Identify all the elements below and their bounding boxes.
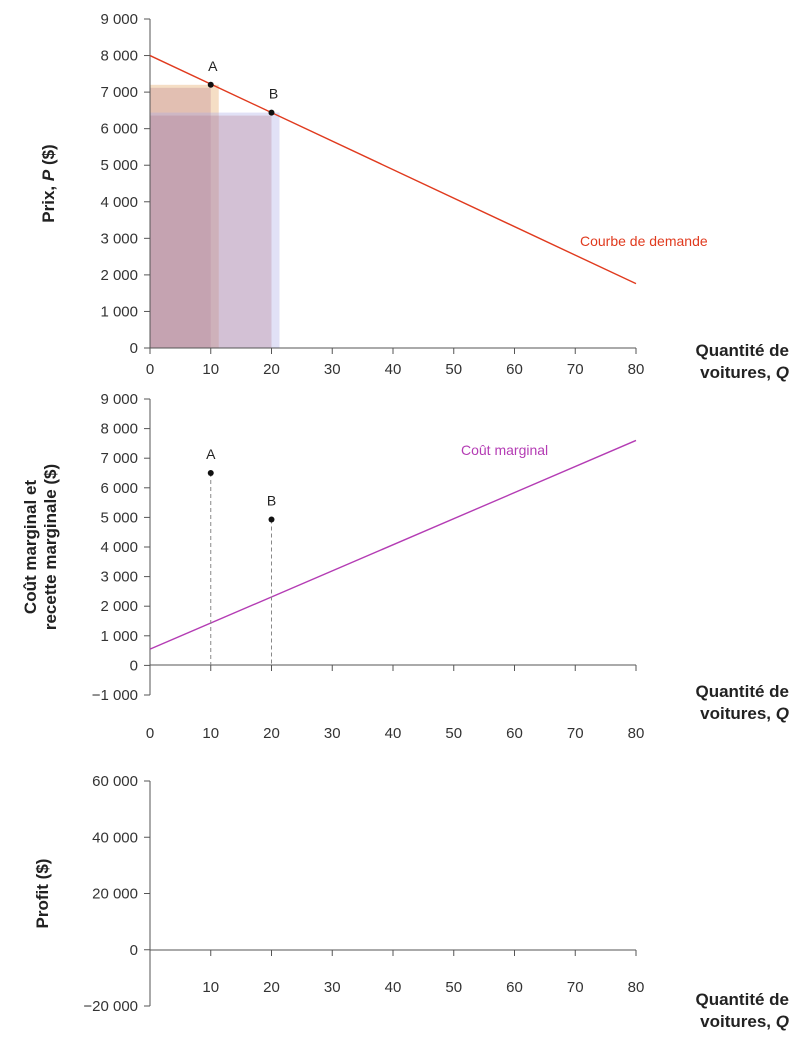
y-tick-label: 7 000 — [100, 450, 138, 467]
marginal-cost-label: Coût marginal — [461, 442, 548, 458]
y-tick-label: 5 000 — [100, 157, 138, 174]
y-axis-label-part: Prix, — [39, 181, 58, 223]
y-tick-label: 2 000 — [100, 267, 138, 284]
x-tick-label: 20 — [263, 979, 280, 996]
y-tick-label: −20 000 — [83, 998, 138, 1015]
x-axis-label: Quantité de — [695, 990, 789, 1009]
y-tick-label: 5 000 — [100, 509, 138, 526]
y-tick-label: 0 — [130, 340, 138, 357]
y-axis-label-part: ($) — [39, 144, 58, 170]
x-axis-label: Quantité de — [695, 682, 789, 701]
y-tick-label: 9 000 — [100, 11, 138, 28]
y-tick-label: 4 000 — [100, 194, 138, 211]
y-tick-label: 4 000 — [100, 539, 138, 556]
y-tick-label: 9 000 — [100, 391, 138, 408]
x-tick-label: 80 — [628, 979, 645, 996]
x-tick-label: 50 — [445, 725, 462, 742]
x-axis-label-part: voitures, — [700, 1012, 776, 1031]
x-tick-label: 70 — [567, 979, 584, 996]
y-tick-label: 3 000 — [100, 569, 138, 586]
x-tick-label: 60 — [506, 361, 523, 378]
y-tick-label: 0 — [130, 657, 138, 674]
revenue-rect-shadow — [150, 84, 219, 349]
y-axis-label: Profit ($) — [33, 859, 52, 929]
panel-1: 0 1 000 2 000 3 000 4 000 5 000 6 000 7 000 8 00… — [39, 11, 789, 382]
demand-curve-label: Courbe de demande — [580, 233, 708, 249]
x-axis-label-part: Q — [776, 1012, 789, 1031]
point-label: B — [269, 86, 278, 102]
x-axis-label-part: Q — [776, 704, 789, 723]
series-line — [149, 54, 637, 285]
x-tick-label: 30 — [324, 979, 341, 996]
y-tick-label: 6 000 — [100, 121, 138, 138]
x-tick-label: 80 — [628, 725, 645, 742]
revenue-rect — [150, 115, 272, 349]
x-tick-label: 0 — [146, 361, 154, 378]
x-axis-label: voitures, Q — [700, 363, 789, 382]
x-tick-label: 20 — [263, 725, 280, 742]
x-tick-label: 10 — [202, 361, 219, 378]
x-axis-label-part: Quantité de — [695, 990, 789, 1009]
x-axis-label: voitures, Q — [700, 704, 789, 723]
point-a — [207, 470, 214, 476]
y-tick-label: 0 — [130, 942, 138, 959]
x-tick-label: 40 — [385, 979, 402, 996]
y-tick-label: 20 000 — [92, 886, 138, 903]
x-tick-label: 70 — [567, 725, 584, 742]
x-axis-label-part: Q — [776, 363, 789, 382]
x-tick-label: 40 — [385, 361, 402, 378]
y-tick-label: 60 000 — [92, 773, 138, 790]
x-axis-label: Quantité de — [695, 341, 789, 360]
panel-2: −1 000 0 1 000 2 000 3 000 4 000 5 000 6 000 7 0… — [21, 391, 789, 742]
revenue-rect-shadow — [150, 112, 280, 349]
y-axis-label: Prix, P ($) — [39, 144, 58, 222]
x-tick-label: 60 — [506, 979, 523, 996]
x-tick-label: 10 — [202, 979, 219, 996]
x-axis-label-part: Quantité de — [695, 341, 789, 360]
point-b — [268, 109, 275, 116]
point-label: A — [208, 58, 218, 74]
x-tick-label: 0 — [146, 725, 154, 742]
x-tick-label: 20 — [263, 361, 280, 378]
y-tick-label: 40 000 — [92, 829, 138, 846]
x-axis-label-part: voitures, — [700, 363, 776, 382]
y-axis-label-line: recette marginale ($) — [41, 464, 60, 630]
x-tick-label: 60 — [506, 725, 523, 742]
y-tick-label: 6 000 — [100, 480, 138, 497]
x-tick-label: 30 — [324, 361, 341, 378]
point-b — [268, 516, 275, 523]
x-tick-label: 50 — [445, 361, 462, 378]
x-tick-label: 30 — [324, 725, 341, 742]
point-label: A — [206, 446, 216, 462]
x-tick-label: 10 — [202, 725, 219, 742]
x-axis-label: voitures, Q — [700, 1012, 789, 1031]
y-tick-label: 8 000 — [100, 421, 138, 438]
point-label: B — [267, 492, 276, 508]
y-axis-label-part: P — [39, 169, 58, 181]
y-tick-label: 1 000 — [100, 628, 138, 645]
x-axis-label-part: Quantité de — [695, 682, 789, 701]
y-tick-label: 1 000 — [100, 303, 138, 320]
panel-3: −20 000 0 20 000 40 000 60 000 10 20 30 40 50 60 70… — [33, 773, 789, 1031]
x-axis-label-part: voitures, — [700, 704, 776, 723]
point-a — [207, 81, 214, 88]
x-tick-label: 40 — [385, 725, 402, 742]
y-axis-label: Coût marginal etrecette marginale ($) — [21, 464, 60, 630]
x-tick-label: 50 — [445, 979, 462, 996]
revenue-rect — [150, 87, 211, 349]
x-tick-label: 80 — [628, 361, 645, 378]
y-tick-label: 8 000 — [100, 48, 138, 65]
y-tick-label: 3 000 — [100, 230, 138, 247]
x-tick-label: 70 — [567, 361, 584, 378]
y-tick-label: 7 000 — [100, 84, 138, 101]
y-tick-label: 2 000 — [100, 598, 138, 615]
series-line — [149, 439, 637, 650]
y-axis-label-line: Coût marginal et — [21, 480, 40, 614]
y-tick-label: −1 000 — [92, 687, 138, 704]
